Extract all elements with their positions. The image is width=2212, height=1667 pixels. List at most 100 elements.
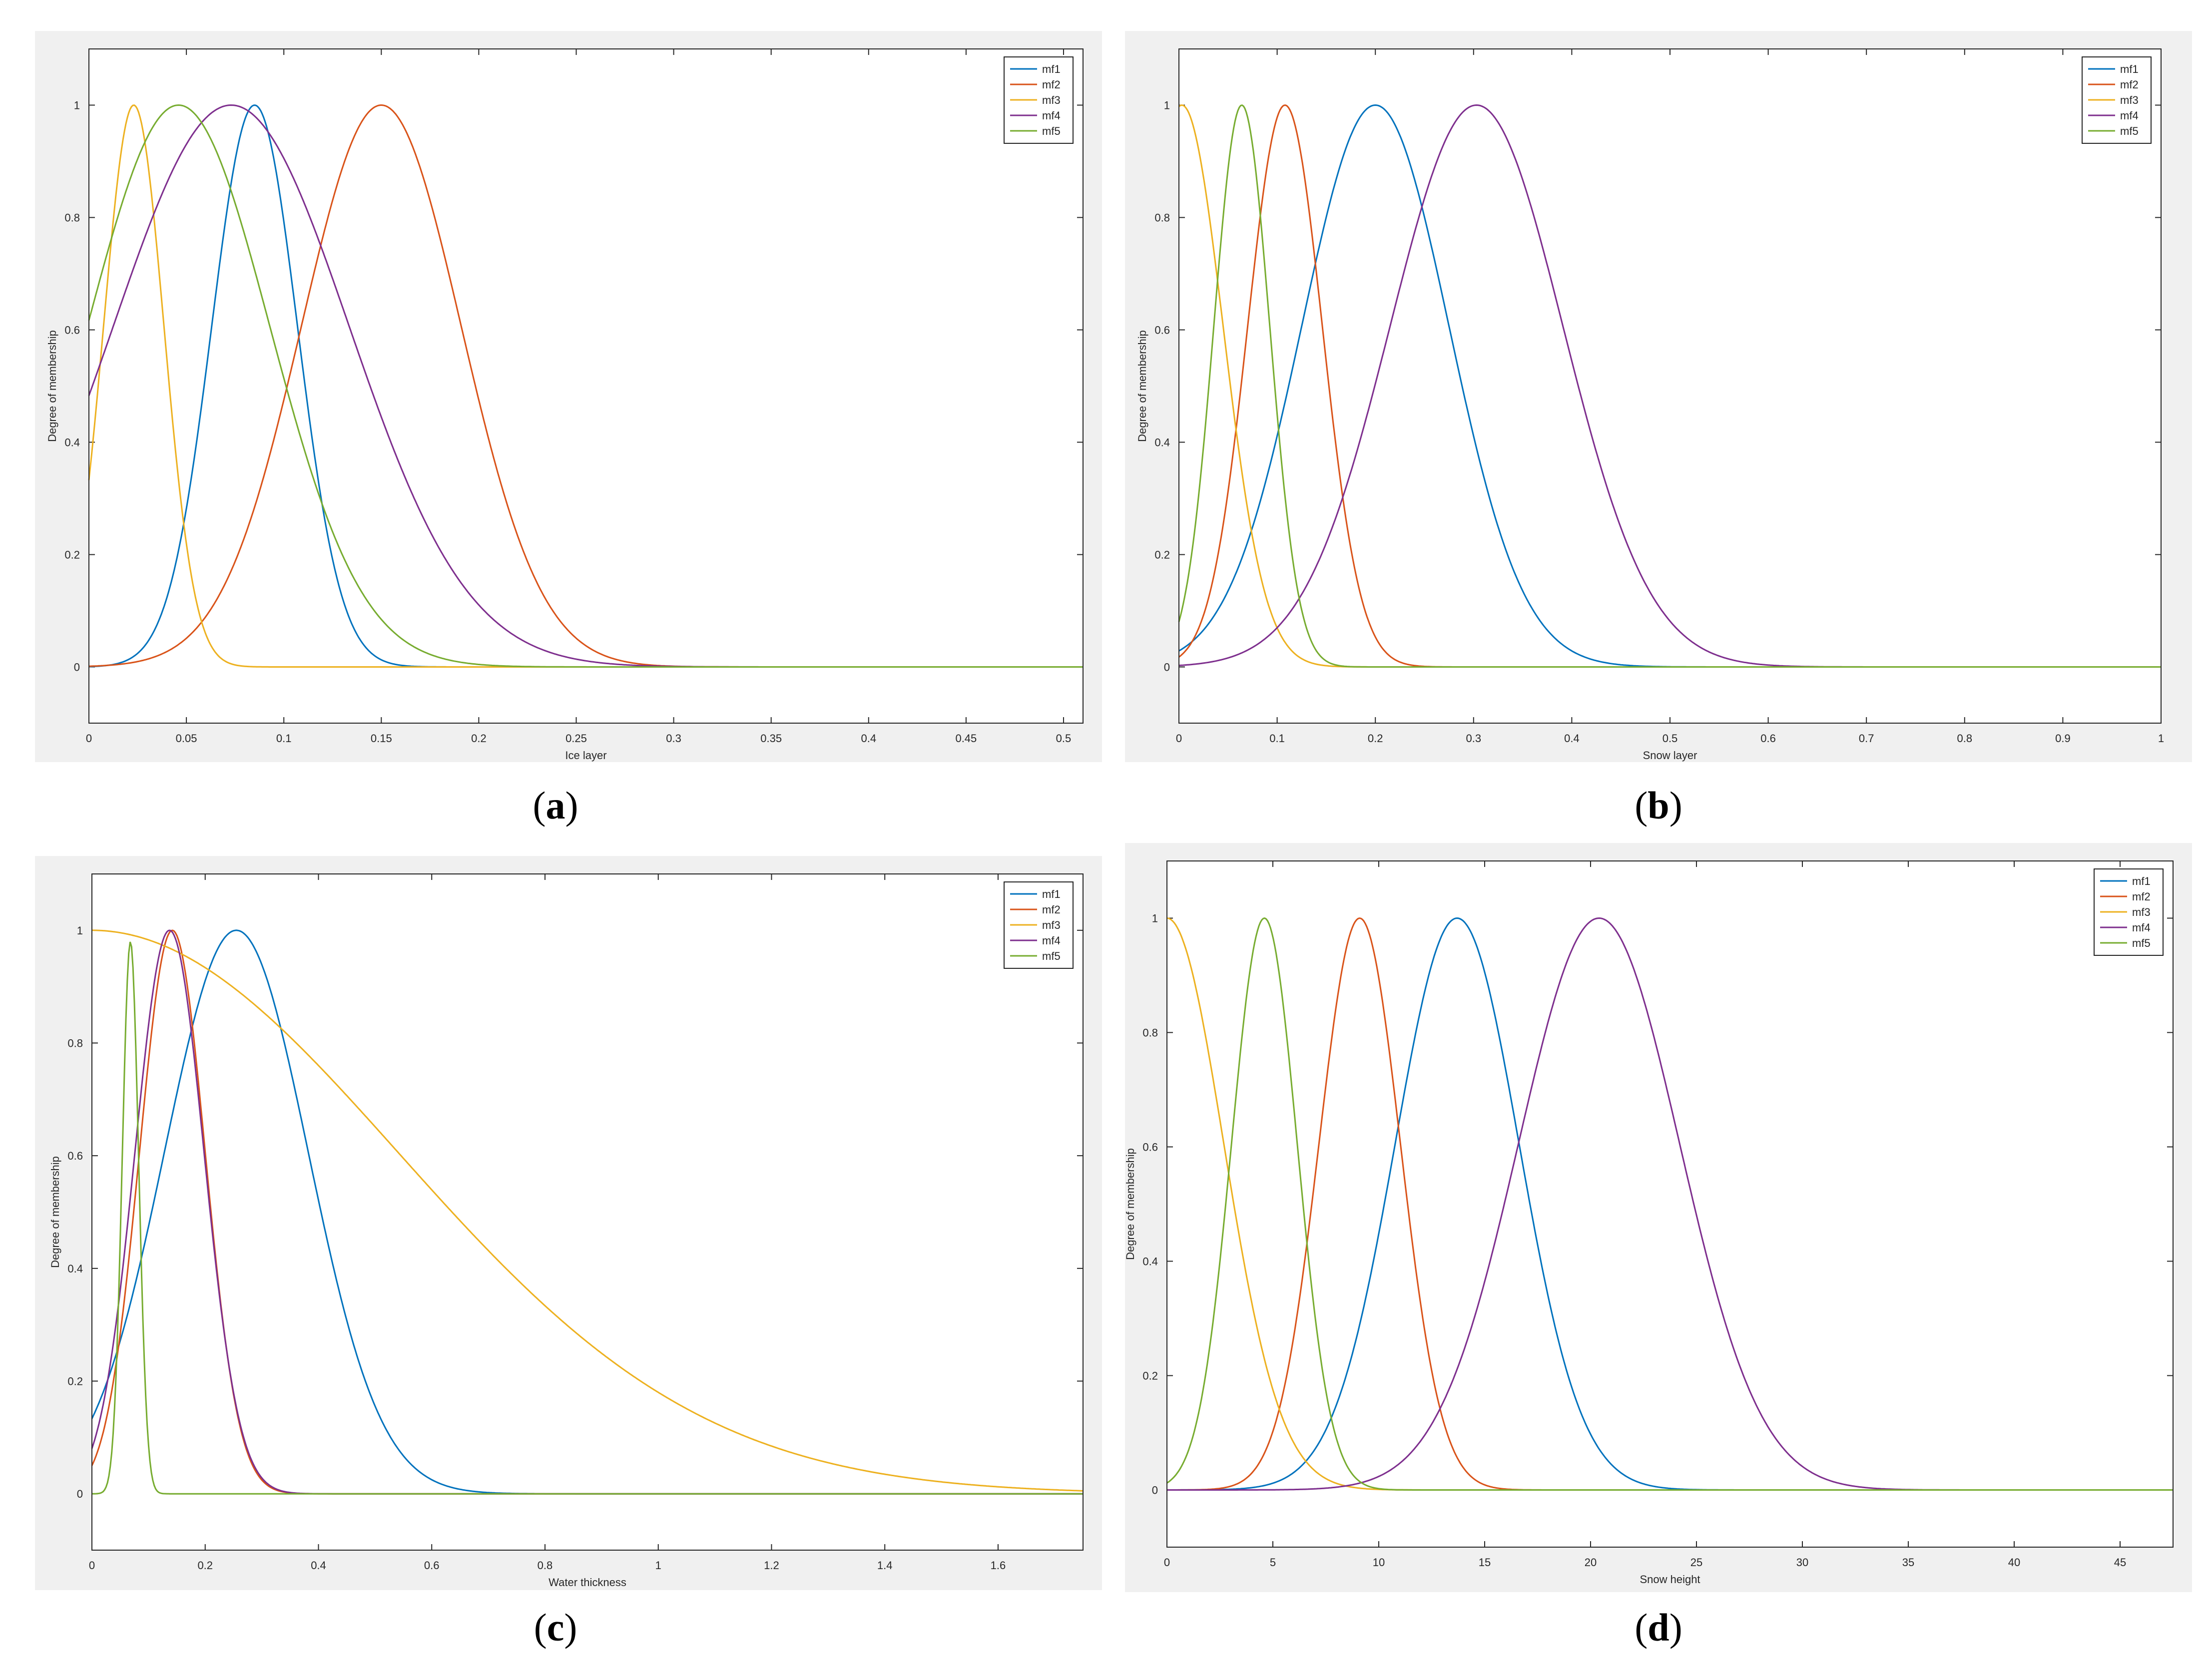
- chart-c: 0 0.2 0.4 0.6 0.8 1 1.2 1.4 1.6 0 0.2 0.4 0.6 0.8 1 Wat…: [49, 873, 1084, 1589]
- x-tick-label: 1: [2158, 732, 2164, 745]
- chart-panel-b: 0 0.1 0.2 0.3 0.4 0.5 0.6 0.7 0.8 0.9 1 0 0.2 0.4 0.6 0…: [1125, 31, 2192, 762]
- y-tick-label: 0.8: [64, 212, 80, 224]
- legend-label-mf5: mf5: [1042, 950, 1061, 962]
- legend-label-mf3: mf3: [2132, 906, 2151, 918]
- x-tick-label: 0.1: [1269, 732, 1285, 745]
- series-line-mf5: [1178, 104, 2161, 668]
- x-tick-label: 0.4: [1564, 732, 1580, 745]
- legend: mf1 mf2 mf3 mf4 mf5: [1004, 56, 1074, 144]
- x-tick-label: 20: [1585, 1556, 1597, 1569]
- legend-label-mf5: mf5: [1042, 125, 1061, 137]
- x-tick-label: 0.8: [538, 1559, 553, 1572]
- x-tick-label: 0: [1164, 1556, 1170, 1569]
- series-line-mf5: [88, 104, 1083, 668]
- y-axis-label: Degree of membership: [46, 330, 58, 442]
- y-tick-label: 0.2: [67, 1375, 83, 1388]
- x-axis-label: Water thickness: [549, 1576, 626, 1589]
- chart-panel-a: 0 0.05 0.1 0.15 0.2 0.25 0.3 0.35 0.4 0.45 0.5 0 0.2…: [35, 31, 1102, 762]
- legend: mf1 mf2 mf3 mf4 mf5: [1004, 881, 1074, 969]
- x-tick-label: 35: [1902, 1556, 1914, 1569]
- x-tick-label: 5: [1270, 1556, 1276, 1569]
- y-tick-label: 0: [1152, 1484, 1158, 1497]
- legend-label-mf4: mf4: [1042, 109, 1061, 122]
- x-tick-label: 30: [1796, 1556, 1808, 1569]
- legend: mf1 mf2 mf3 mf4 mf5: [2094, 868, 2164, 956]
- legend-label-mf3: mf3: [1042, 94, 1061, 106]
- x-tick-label: 0.6: [424, 1559, 440, 1572]
- y-tick-label: 0.6: [64, 324, 80, 337]
- y-tick-label: 0.8: [67, 1037, 83, 1050]
- x-tick-label: 0: [89, 1559, 95, 1572]
- y-tick-label: 0.4: [1142, 1255, 1158, 1268]
- x-tick-label: 0.3: [666, 732, 681, 745]
- y-tick-label: 0.6: [67, 1150, 83, 1162]
- axes-frame: [1178, 48, 2162, 724]
- y-tick-label: 0.6: [1142, 1141, 1158, 1154]
- x-tick-label: 0.6: [1760, 732, 1776, 745]
- x-tick-label: 1.2: [764, 1559, 779, 1572]
- x-tick-label: 0.9: [2055, 732, 2071, 745]
- legend-label-mf3: mf3: [2120, 94, 2139, 106]
- x-tick-label: 0.1: [276, 732, 292, 745]
- y-tick-label: 1: [77, 924, 83, 937]
- legend-label-mf1: mf1: [2132, 875, 2151, 887]
- plot-area: [1179, 49, 2161, 723]
- x-tick-label: 0.4: [311, 1559, 326, 1572]
- caption-b: (b): [1635, 784, 1682, 827]
- axes-frame: [88, 48, 1084, 724]
- series-line-mf5: [1166, 917, 2173, 1491]
- plot-area: [92, 874, 1083, 1550]
- y-axis-label: Degree of membership: [1136, 330, 1148, 442]
- x-tick-label: 1: [655, 1559, 661, 1572]
- x-tick-label: 0.45: [955, 732, 977, 745]
- x-tick-label: 0.2: [1368, 732, 1383, 745]
- x-tick-label: 0: [86, 732, 92, 745]
- y-tick-label: 0: [1164, 661, 1170, 674]
- x-tick-label: 0.3: [1466, 732, 1482, 745]
- x-tick-label: 0.05: [176, 732, 197, 745]
- chart-a: 0 0.05 0.1 0.15 0.2 0.25 0.3 0.35 0.4 0.45 0.5 0 0.2…: [46, 48, 1084, 762]
- x-tick-label: 40: [2008, 1556, 2020, 1569]
- caption-a: (a): [533, 784, 578, 827]
- x-tick-label: 0.2: [471, 732, 487, 745]
- x-tick-label: 0.5: [1056, 732, 1072, 745]
- series-line-mf3: [92, 929, 1084, 1492]
- y-tick-label: 0.8: [1142, 1027, 1158, 1039]
- x-tick-label: 0.35: [760, 732, 782, 745]
- x-tick-label: 0.15: [371, 732, 392, 745]
- legend: mf1 mf2 mf3 mf4 mf5: [2082, 56, 2152, 144]
- chart-b: 0 0.1 0.2 0.3 0.4 0.5 0.6 0.7 0.8 0.9 1 0 0.2 0.4 0.6 0…: [1136, 48, 2164, 762]
- legend-label-mf2: mf2: [1042, 903, 1061, 916]
- caption-c: (c): [534, 1606, 577, 1649]
- x-tick-label: 0.2: [197, 1559, 213, 1572]
- legend-label-mf1: mf1: [1042, 63, 1061, 75]
- y-tick-label: 1: [1152, 912, 1158, 925]
- x-tick-label: 0.7: [1859, 732, 1874, 745]
- legend-label-mf2: mf2: [1042, 78, 1061, 91]
- y-tick-label: 0.8: [1154, 212, 1170, 224]
- x-axis-label: Snow height: [1640, 1573, 1700, 1586]
- y-axis-label: Degree of membership: [49, 1156, 61, 1268]
- legend-label-mf3: mf3: [1042, 919, 1061, 931]
- legend-label-mf2: mf2: [2120, 78, 2139, 91]
- y-tick-label: 0.4: [1154, 436, 1170, 449]
- y-tick-label: 1: [74, 99, 80, 112]
- legend-label-mf4: mf4: [2132, 921, 2151, 934]
- series-line-mf5: [92, 941, 1083, 1495]
- y-tick-label: 0: [74, 661, 80, 674]
- x-tick-label: 0: [1176, 732, 1182, 745]
- y-tick-label: 1: [1164, 99, 1170, 112]
- caption-d: (d): [1635, 1606, 1682, 1649]
- y-tick-label: 0.2: [64, 549, 80, 561]
- x-tick-label: 0.8: [1957, 732, 1973, 745]
- y-tick-label: 0.4: [67, 1262, 83, 1275]
- legend-label-mf4: mf4: [2120, 109, 2139, 122]
- legend-label-mf2: mf2: [2132, 890, 2151, 903]
- x-tick-label: 0.5: [1662, 732, 1678, 745]
- chart-panel-d: 0 5 10 15 20 25 30 35 40 45 0 0.2 0.4 0.6 0.8 1 Snow hei…: [1124, 843, 2192, 1592]
- legend-label-mf5: mf5: [2132, 937, 2151, 949]
- x-tick-label: 25: [1690, 1556, 1702, 1569]
- y-tick-label: 0.4: [64, 436, 80, 449]
- y-axis-label: Degree of membership: [1124, 1148, 1136, 1260]
- legend-label-mf1: mf1: [2120, 63, 2139, 75]
